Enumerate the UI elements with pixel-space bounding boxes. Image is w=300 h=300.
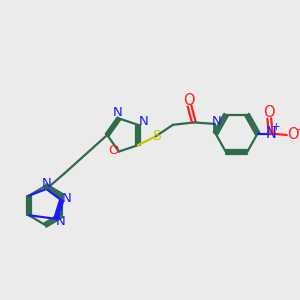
Text: -: - — [297, 123, 300, 136]
Text: O: O — [108, 144, 118, 158]
Text: N: N — [139, 115, 148, 128]
Text: O: O — [263, 105, 275, 120]
Text: +: + — [272, 122, 280, 132]
Text: N: N — [62, 192, 72, 205]
Text: N: N — [113, 106, 123, 119]
Text: O: O — [183, 93, 195, 108]
Text: S: S — [152, 129, 161, 142]
Text: N: N — [212, 115, 221, 128]
Text: N: N — [56, 215, 66, 228]
Text: O: O — [287, 127, 299, 142]
Text: N: N — [266, 126, 277, 141]
Text: N: N — [42, 177, 52, 190]
Text: H: H — [212, 123, 221, 136]
